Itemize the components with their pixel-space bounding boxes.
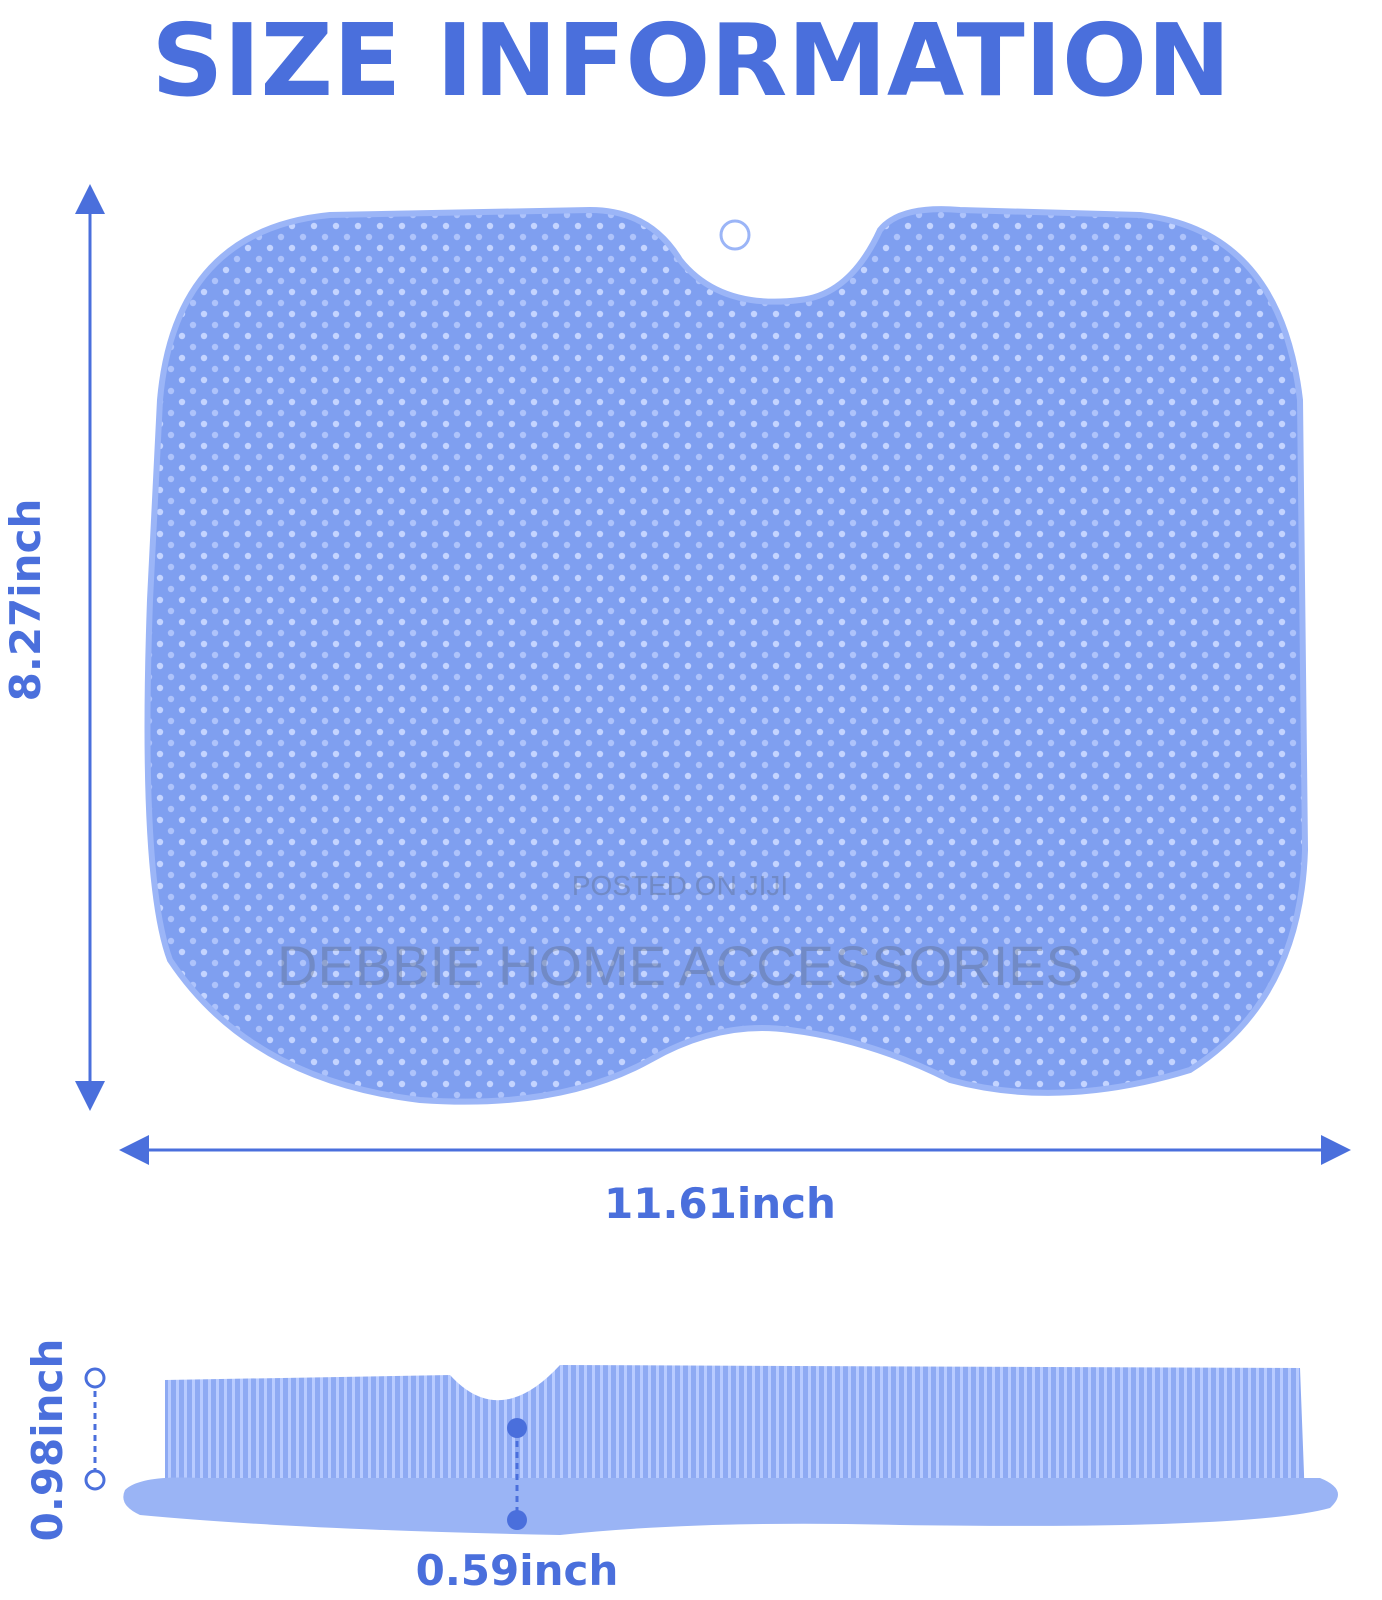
thickness-dot — [84, 1469, 106, 1491]
watermark-bottom: DEBBIE HOME ACCESSORIES — [277, 934, 1083, 997]
base-dot — [507, 1418, 527, 1438]
mat-side — [165, 1365, 1305, 1500]
watermark-top: POSTED ON JIJI — [572, 870, 788, 901]
mat-base — [123, 1477, 1339, 1535]
hang-hole — [719, 219, 751, 251]
total-thickness-label: 0.98inch — [23, 1339, 72, 1542]
width-label: 11.61inch — [604, 1179, 836, 1228]
mat — [144, 206, 1309, 1105]
title: SIZE INFORMATION — [151, 2, 1230, 119]
thickness-dot — [84, 1367, 106, 1389]
base-dot — [507, 1510, 527, 1530]
base-thickness-label: 0.59inch — [416, 1546, 619, 1595]
height-label: 8.27inch — [1, 499, 50, 702]
